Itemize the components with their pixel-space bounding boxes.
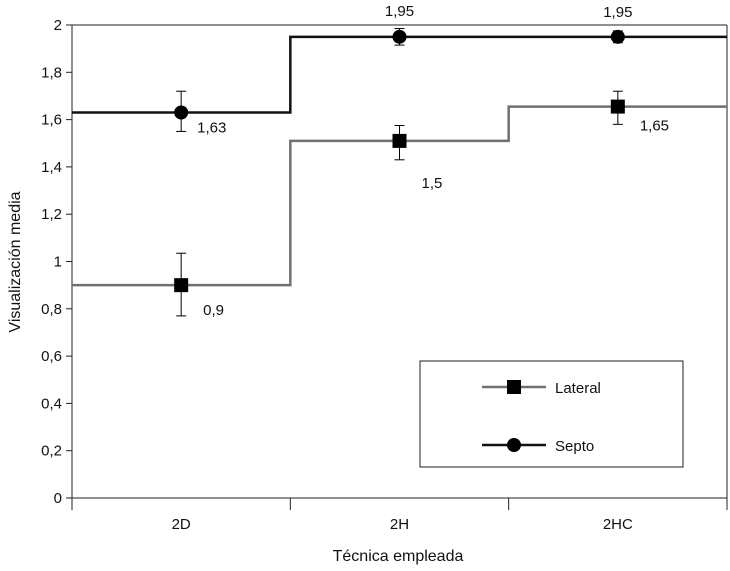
y-tick-label: 2 [54, 17, 62, 34]
legend: Lateral Septo [419, 360, 684, 468]
y-tick-label: 0,8 [41, 301, 62, 318]
x-tick-label: 2HC [603, 516, 633, 533]
data-point [610, 99, 625, 114]
data-label: 1,65 [640, 118, 669, 135]
legend-items: Lateral Septo [482, 380, 601, 455]
series-line [72, 35, 727, 114]
legend-box [419, 360, 684, 468]
y-tick-label: 1 [54, 254, 62, 271]
legend-label: Lateral [555, 380, 601, 397]
legend-item-lateral: Lateral [482, 380, 601, 397]
legend-label: Septo [555, 438, 594, 455]
x-tick-label: 2H [390, 516, 409, 533]
data-label: 0,9 [203, 302, 224, 319]
y-tick-label: 1,4 [41, 159, 62, 176]
data-label: 1,95 [385, 3, 414, 20]
y-tick-label: 0 [54, 490, 62, 507]
y-tick-label: 0,6 [41, 348, 62, 365]
data-point [392, 29, 407, 44]
y-axis: 0 0,2 0,4 0,6 0,8 1 1,2 1,4 1,6 1,8 2 [41, 17, 73, 507]
x-tick-label: 2D [172, 516, 191, 533]
data-point [392, 133, 407, 148]
series-layer [72, 28, 727, 317]
y-tick-label: 0,2 [41, 443, 62, 460]
data-point [174, 278, 189, 293]
data-labels: 0,9 1,5 1,65 1,63 1,95 1,95 [197, 3, 669, 319]
series-lateral [72, 90, 727, 317]
y-tick-label: 1,6 [41, 112, 62, 129]
y-tick-label: 1,8 [41, 64, 62, 81]
x-axis: 2D 2H 2HC [71, 497, 728, 533]
y-tick-label: 0,4 [41, 395, 62, 412]
series-septo [72, 28, 727, 132]
y-tick-label: 1,2 [41, 206, 62, 223]
data-label: 1,63 [197, 120, 226, 137]
data-point [174, 105, 189, 120]
x-axis-title: Técnica empleada [333, 548, 464, 565]
data-point [507, 380, 521, 394]
plot-frame [72, 24, 728, 498]
legend-item-septo: Septo [482, 438, 594, 455]
data-label: 1,95 [603, 4, 632, 21]
data-label: 1,5 [422, 175, 443, 192]
y-axis-title: Visualización media [7, 191, 24, 332]
data-point [610, 29, 625, 44]
data-point [507, 438, 521, 452]
